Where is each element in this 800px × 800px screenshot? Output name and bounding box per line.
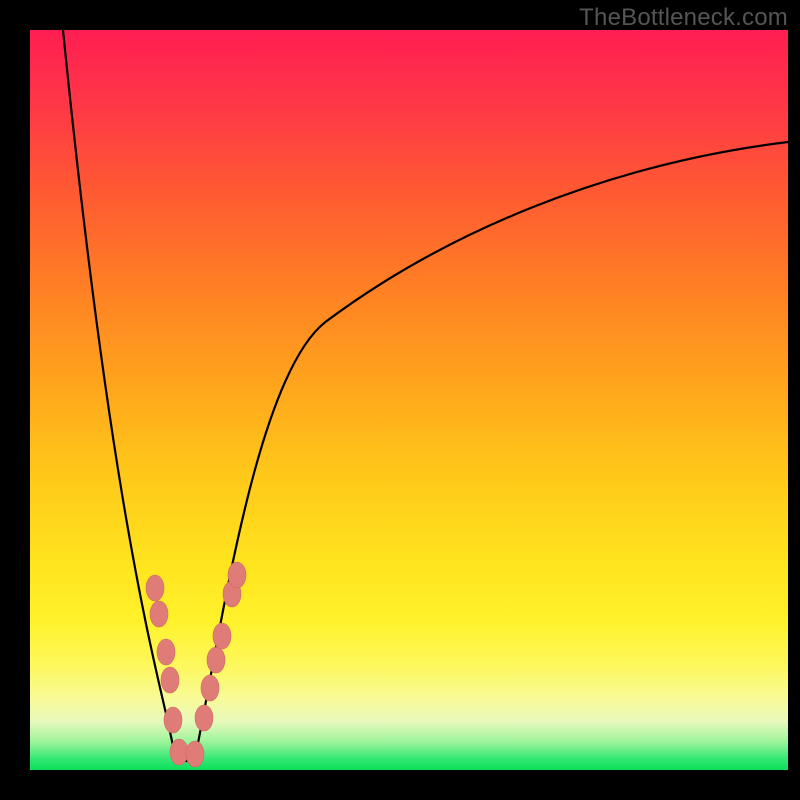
data-marker <box>186 741 204 767</box>
data-marker <box>228 562 246 588</box>
data-marker <box>213 623 231 649</box>
data-marker <box>161 667 179 693</box>
data-marker <box>164 707 182 733</box>
chart-container: TheBottleneck.com <box>0 0 800 800</box>
data-marker <box>207 647 225 673</box>
data-marker <box>201 675 219 701</box>
data-marker <box>157 639 175 665</box>
data-marker <box>146 575 164 601</box>
watermark-text: TheBottleneck.com <box>579 4 788 32</box>
data-marker <box>195 705 213 731</box>
bottleneck-chart <box>0 0 800 800</box>
gradient-background <box>30 30 788 770</box>
data-marker <box>150 601 168 627</box>
data-marker <box>170 739 188 765</box>
